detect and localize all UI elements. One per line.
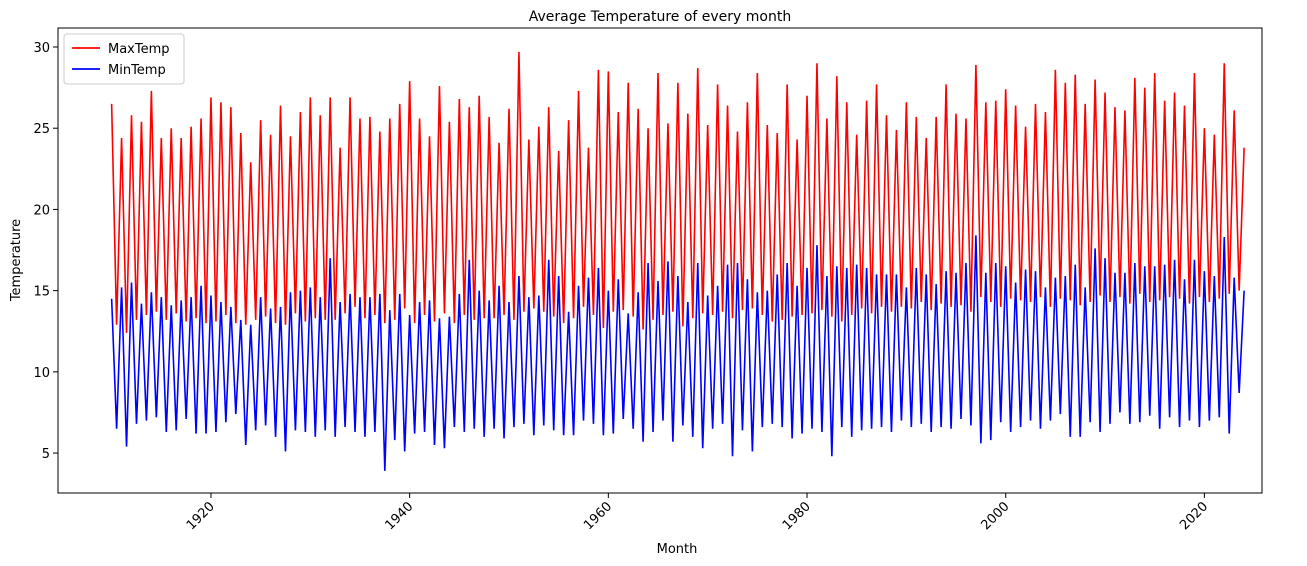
data-line [110,235,1245,471]
legend: MaxTemp MinTemp [63,33,185,85]
legend-label: MinTemp [108,63,166,78]
x-tick-label: 1920 [184,499,218,533]
x-tick-label: 1980 [780,499,814,533]
y-tick-label: 25 [33,122,50,137]
chart-title: Average Temperature of every month [529,9,791,25]
plot-frame [57,27,1263,494]
legend-box [63,33,185,85]
y-tick-label: 20 [33,203,50,218]
x-tick-label: 2000 [979,499,1013,533]
x-tick-label: 1960 [581,499,615,533]
x-tick-label: 1940 [382,499,416,533]
y-axis-label: Temperature [9,219,24,302]
y-tick-label: 30 [33,41,50,56]
x-tick-label: 2020 [1177,499,1211,533]
data-line [110,51,1245,333]
y-tick-label: 15 [33,285,50,300]
y-tick-label: 5 [42,447,50,462]
x-axis-label: Month [657,542,698,557]
y-tick-label: 10 [33,366,50,381]
legend-label: MaxTemp [108,42,170,57]
